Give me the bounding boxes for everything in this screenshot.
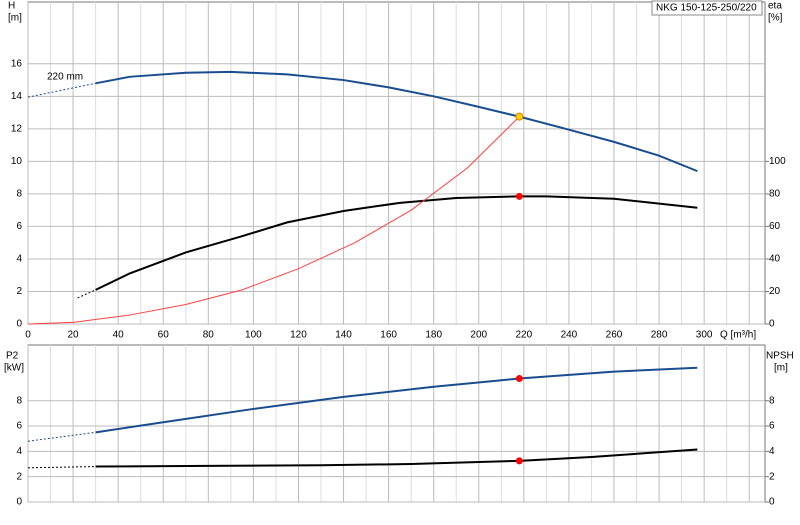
title-box (651, 0, 763, 16)
x-tick-label: 120 (290, 330, 307, 341)
y2-axis-unit: [%] (768, 13, 783, 24)
x-tick-label: 20 (68, 330, 80, 341)
curve (95, 448, 698, 468)
x-tick-label: 40 (113, 330, 125, 341)
x-axis-label: Q [m³/h] (720, 330, 756, 341)
y-axis-label: P2 (6, 351, 19, 362)
plot-area (27, 1, 766, 325)
curve (95, 195, 698, 291)
y-tick-label: 10 (11, 156, 23, 167)
y2-tick-label: 6 (769, 421, 775, 432)
operating-point (515, 192, 523, 200)
y-axis-unit: [m] (8, 13, 22, 24)
y-tick-label: 14 (11, 91, 23, 102)
y2-tick-label: 60 (769, 221, 781, 232)
y2-tick-label: 40 (769, 254, 781, 265)
y-tick-label: 8 (16, 395, 22, 406)
y-tick-label: 0 (16, 319, 22, 330)
y2-tick-label: 0 (769, 497, 775, 508)
x-tick-label: 220 (515, 330, 532, 341)
plot-area (27, 344, 766, 503)
curve (27, 82, 96, 98)
curve (95, 366, 698, 434)
x-tick-label: 140 (335, 330, 352, 341)
y-axis-label: H (8, 1, 15, 12)
y2-tick-label: 2 (769, 471, 775, 482)
y-tick-label: 8 (16, 189, 22, 200)
curve (77, 289, 96, 299)
curve (27, 116, 520, 325)
x-tick-label: 0 (25, 330, 31, 341)
x-tick-label: 100 (245, 330, 262, 341)
x-tick-label: 60 (158, 330, 170, 341)
y2-axis-label: NPSH (766, 351, 794, 362)
curve (95, 70, 698, 173)
y2-tick-label: 8 (769, 395, 775, 406)
y2-tick-label: 80 (769, 189, 781, 200)
x-tick-label: 180 (425, 330, 442, 341)
curve (27, 431, 96, 442)
x-tick-label: 260 (606, 330, 623, 341)
y2-tick-label: 4 (769, 446, 775, 457)
y-tick-label: 6 (16, 221, 22, 232)
y-tick-label: 6 (16, 421, 22, 432)
operating-point (515, 112, 524, 121)
y2-axis-label: eta (768, 1, 782, 12)
x-tick-label: 160 (380, 330, 397, 341)
x-tick-label: 300 (696, 330, 713, 341)
y2-tick-label: 20 (769, 286, 781, 297)
x-tick-label: 240 (561, 330, 578, 341)
curve (27, 466, 96, 469)
y2-tick-label: 0 (769, 319, 775, 330)
annotation: 220 mm (47, 72, 83, 83)
y-tick-label: 2 (16, 286, 22, 297)
y-tick-label: 4 (16, 254, 22, 265)
chart-title: NKG 150-125-250/220 (656, 3, 757, 14)
y2-axis-unit: [m] (774, 363, 788, 374)
y-tick-label: 16 (11, 58, 23, 69)
y-tick-label: 12 (11, 123, 23, 134)
x-tick-label: 280 (651, 330, 668, 341)
y-tick-label: 2 (16, 471, 22, 482)
y2-tick-label: 100 (769, 156, 786, 167)
operating-point (515, 457, 523, 465)
x-tick-label: 80 (203, 330, 215, 341)
y-tick-label: 4 (16, 446, 22, 457)
x-tick-label: 200 (470, 330, 487, 341)
y-tick-label: 0 (16, 497, 22, 508)
operating-point (515, 375, 523, 383)
y-axis-unit: [kW] (4, 363, 24, 374)
